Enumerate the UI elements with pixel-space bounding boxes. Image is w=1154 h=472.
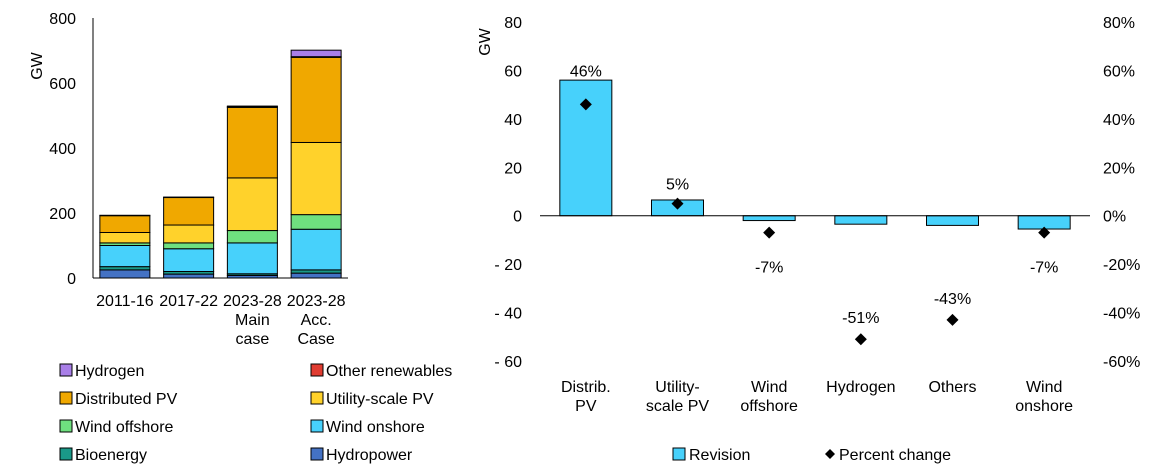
left-x-tick-label: 2023-28 Acc. Case	[287, 293, 346, 348]
left-y-tick-label: 400	[49, 141, 76, 158]
percent-data-label: 46%	[570, 63, 602, 80]
left-legend-label: Other renewables	[326, 363, 452, 380]
right-revision-bar	[926, 215, 979, 226]
percent-change-marker	[1038, 226, 1051, 239]
left-bar-segment	[290, 214, 342, 230]
right-y2-tick-label: -40%	[1103, 306, 1140, 323]
percent-change-marker	[854, 333, 867, 346]
left-x-tick-label: 2017-22	[159, 293, 218, 310]
left-legend-label: Utility-scale PV	[326, 391, 434, 408]
right-y2-tick-label: 60%	[1103, 63, 1135, 80]
left-bar-segment	[290, 228, 342, 271]
left-legend-label: Hydropower	[326, 447, 413, 464]
left-bar-segment	[99, 269, 151, 279]
right-revision-bar	[742, 215, 796, 222]
left-bar-segment	[226, 242, 278, 275]
right-x-tick-label: Hydrogen	[826, 379, 895, 396]
left-bar-segment	[163, 196, 215, 226]
left-y-tick-label: 200	[49, 206, 76, 223]
left-bar-segment	[226, 106, 278, 179]
left-legend-swatch	[59, 419, 73, 433]
right-y2-tick-label: 20%	[1103, 160, 1135, 177]
left-legend-swatch	[59, 447, 73, 461]
percent-change-marker	[763, 226, 776, 239]
right-x-tick-label: Distrib. PV	[561, 379, 611, 415]
percent-data-label: -51%	[842, 310, 879, 327]
right-y2-tick-label: -60%	[1103, 354, 1140, 371]
right-y2-tick-label: -20%	[1103, 257, 1140, 274]
right-y-tick-label: 60	[504, 63, 522, 80]
left-bar-segment	[99, 214, 151, 217]
right-revision-bar	[834, 215, 888, 225]
left-legend-label: Wind offshore	[75, 419, 174, 436]
right-legend-label: Revision	[689, 447, 750, 464]
percent-change-marker	[946, 313, 959, 326]
right-y2-tick-label: 40%	[1103, 112, 1135, 129]
right-y-tick-label: 80	[504, 15, 522, 32]
left-bar-segment	[163, 242, 215, 250]
right-y-tick-label: 20	[504, 160, 522, 177]
right-y-tick-label: - 60	[494, 354, 522, 371]
percent-change-marker	[579, 98, 592, 111]
left-bar-segment	[290, 141, 342, 216]
percent-data-label: -43%	[934, 291, 971, 308]
left-bar-segment	[163, 248, 215, 272]
left-y-axis-label: GW	[29, 51, 46, 79]
left-x-tick-label: 2023-28 Main case	[223, 293, 282, 348]
percent-data-label: 5%	[666, 177, 689, 194]
right-x-tick-label: Wind offshore	[740, 379, 798, 415]
left-y-tick-label: 600	[49, 76, 76, 93]
left-bar-segment	[226, 230, 278, 244]
percent-data-label: -7%	[1030, 260, 1058, 277]
right-x-tick-label: Wind onshore	[1015, 379, 1073, 415]
left-legend-swatch	[310, 391, 324, 405]
left-y-tick-label: 800	[49, 11, 76, 28]
left-bar-segment	[290, 56, 342, 143]
right-legend-marker	[825, 449, 835, 459]
left-legend-swatch	[310, 363, 324, 377]
right-y-tick-label: - 40	[494, 306, 522, 323]
right-y-tick-label: 0	[513, 209, 522, 226]
left-bar-segment	[163, 224, 215, 244]
left-legend-label: Bioenergy	[75, 447, 147, 464]
left-legend-label: Wind onshore	[326, 419, 425, 436]
right-legend-label: Percent change	[839, 447, 951, 464]
left-bar-segment	[226, 177, 278, 232]
left-bar-segment	[99, 215, 151, 234]
left-bar-segment	[290, 49, 342, 58]
percent-data-label: -7%	[755, 260, 783, 277]
left-bar-segment	[99, 245, 151, 268]
right-x-tick-label: Utility-scale PV	[646, 379, 709, 415]
left-bar-segment	[163, 196, 215, 199]
left-y-tick-label: 0	[67, 271, 76, 288]
right-y2-tick-label: 80%	[1103, 15, 1135, 32]
right-y-tick-label: - 20	[494, 257, 522, 274]
left-legend-swatch	[310, 447, 324, 461]
left-legend-label: Distributed PV	[75, 391, 178, 408]
percent-change-marker	[671, 197, 684, 210]
right-y-axis-label: GW	[477, 27, 494, 55]
left-legend-swatch	[59, 391, 73, 405]
left-bar-segment	[226, 105, 278, 108]
left-legend-swatch	[59, 363, 73, 377]
left-bar-segment	[163, 273, 215, 279]
left-legend-label: Hydrogen	[75, 363, 144, 380]
right-y2-tick-label: 0%	[1103, 209, 1126, 226]
left-bar-segment	[290, 272, 342, 279]
right-legend-swatch	[672, 447, 686, 461]
left-bar-segment	[99, 232, 151, 244]
left-legend-swatch	[310, 419, 324, 433]
right-x-tick-label: Others	[928, 379, 976, 396]
left-x-tick-label: 2011-16	[96, 293, 154, 310]
right-y-tick-label: 40	[504, 112, 522, 129]
